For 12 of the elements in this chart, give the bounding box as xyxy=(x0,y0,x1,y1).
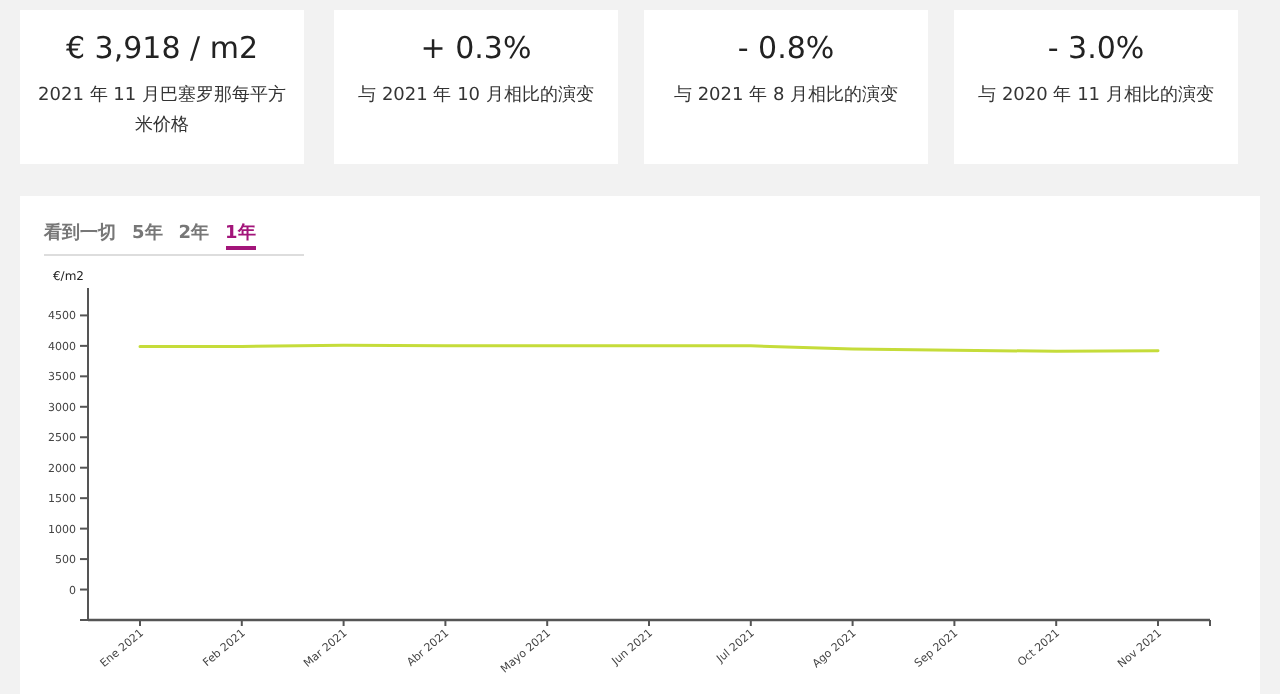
text: 5年 xyxy=(132,221,163,246)
text: 与 2021 年 8 月相比的演变 xyxy=(671,83,901,110)
text: + 0.3% xyxy=(418,30,534,66)
text: 看到一切 xyxy=(44,220,116,246)
text: € 3,918 / m2 xyxy=(64,30,260,66)
text: 2021 年 11 月巴塞罗那每平方米价格 xyxy=(36,83,288,140)
text: 2年 xyxy=(178,221,210,246)
text: 与 2021 年 10 月相比的演变 xyxy=(356,83,596,110)
text: - 3.0% xyxy=(1045,30,1147,66)
text: 1年 xyxy=(225,220,256,250)
text: - 0.8% xyxy=(735,30,837,66)
text: 与 2020 年 11 月相比的演变 xyxy=(976,83,1216,110)
